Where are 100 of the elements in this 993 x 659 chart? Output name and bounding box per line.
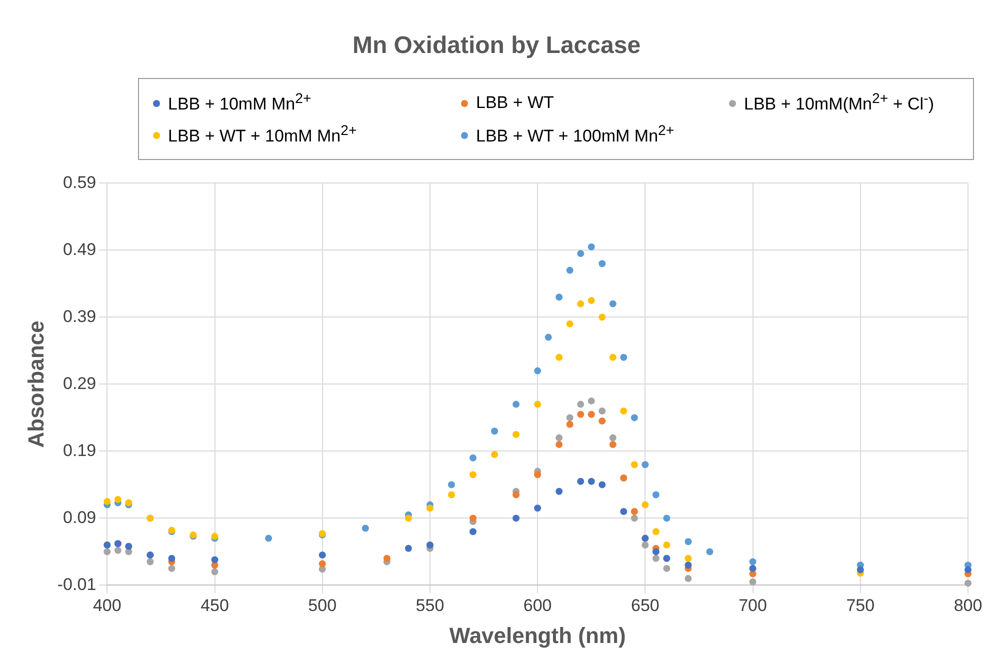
point [556,294,563,301]
point [588,296,595,304]
point [534,400,542,408]
x-tick-label: 400 [92,596,122,616]
y-tick-label: 0.59 [63,172,96,192]
y-tick-label: 0.29 [63,374,96,393]
point [577,410,584,418]
point [534,471,542,478]
point [642,542,649,548]
point [684,538,692,546]
point [749,558,756,566]
point [534,367,542,374]
point [630,508,638,515]
legend-label: LBB + WT + 100mM Mn$^{2+}$ [476,123,674,147]
legend-label: LBB + WT + 10mM Mn$^{2+}$ [168,123,357,147]
y-tick-label: -0.01 [57,574,96,594]
point [663,542,670,548]
point [663,514,670,522]
point [598,418,606,425]
point [470,528,477,536]
point [609,300,616,308]
y-tick-label: 0.09 [63,508,96,527]
legend-label: LBB + 10mM(Mn$^{2+}$ + Cl$^{-}$) [744,91,934,115]
point [114,546,122,554]
point [588,243,595,250]
point [404,514,412,522]
point [211,568,218,576]
point [706,548,714,556]
point [470,471,477,478]
x-tick-label: 800 [954,596,982,616]
point [211,556,218,564]
point [598,260,606,268]
point [652,554,660,562]
y-tick-label: 0.19 [63,440,96,460]
point [630,514,638,522]
y-axis-title: Absorbance [23,320,48,448]
point [588,397,595,404]
legend-label: LBB + 10mM Mn$^{2+}$ [168,91,312,115]
point [512,491,520,498]
point [470,454,477,462]
point [598,408,606,414]
point [642,501,649,508]
point [448,481,455,488]
point [630,414,638,422]
point [642,461,649,468]
point [146,558,154,566]
point [620,508,628,515]
point [652,548,660,556]
point [577,250,584,258]
point [512,400,520,408]
point [598,314,606,321]
point [609,441,616,448]
point [491,451,498,458]
x-tick-label: 450 [200,596,229,616]
point [620,408,628,414]
point [104,498,111,505]
x-tick-label: 600 [523,596,552,616]
point [168,554,176,562]
point [114,496,122,503]
point [964,566,972,574]
x-tick-label: 750 [846,596,875,616]
point [556,441,563,448]
point [609,434,616,442]
point [448,491,455,498]
point [544,334,552,341]
point [265,534,272,542]
legend-label: LBB + WT [476,93,554,113]
point [620,354,628,361]
chart-title: Mn Oxidation by Laccase [351,32,642,60]
point [630,461,638,468]
point [404,544,412,552]
point [362,524,369,532]
point [588,410,595,418]
point [598,481,606,488]
point [856,566,864,574]
point [684,554,692,562]
point [609,354,616,361]
point [663,564,670,572]
point [556,434,563,442]
point [534,504,542,512]
x-axis-title: Wavelength (nm) [449,622,626,648]
x-tick-label: 650 [630,596,660,616]
point [964,580,972,587]
x-tick-label: 500 [308,596,337,616]
point [512,430,520,438]
point [491,428,498,435]
point [566,414,574,422]
point [566,266,574,274]
point [512,514,520,522]
point [652,528,660,536]
y-tick-label: 0.49 [63,240,96,259]
x-tick-label: 700 [738,596,767,616]
y-tick-label: 0.39 [63,306,96,326]
point [426,504,434,512]
point [556,488,563,495]
point [749,578,756,586]
point [577,400,584,408]
point [566,420,574,428]
point [684,575,692,582]
point [577,478,584,485]
